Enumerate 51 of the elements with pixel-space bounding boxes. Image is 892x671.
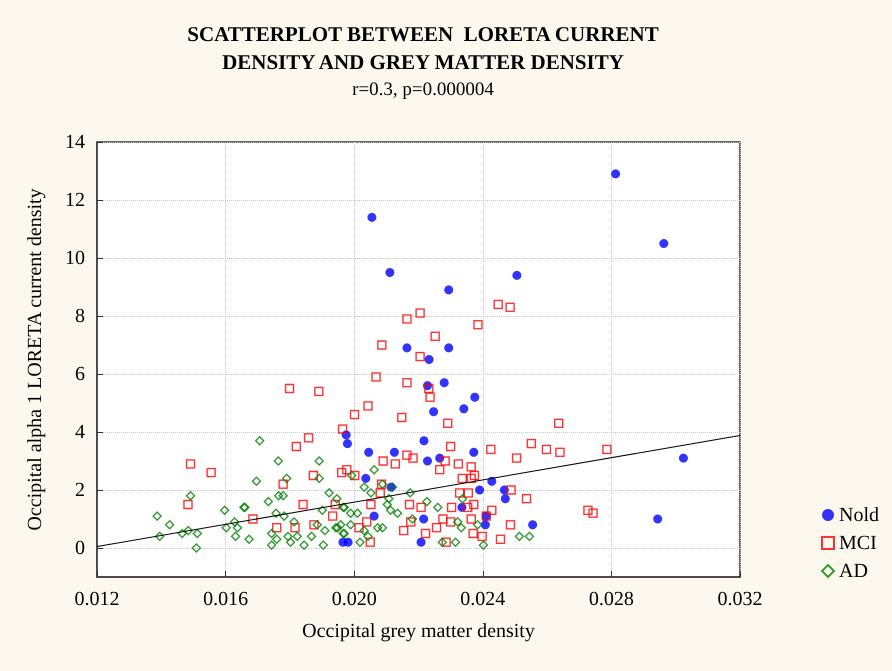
y-tick-label: 8 [75, 305, 85, 327]
point [342, 439, 352, 448]
legend-label: MCI [839, 532, 877, 554]
point [678, 454, 688, 463]
point [659, 239, 668, 248]
point [419, 436, 428, 446]
point [528, 520, 538, 530]
x-tick-label: 0.020 [332, 588, 377, 610]
point [459, 404, 468, 414]
x-axis-title: Occipital grey matter density [302, 620, 535, 642]
legend-label: AD [839, 560, 868, 582]
point [344, 538, 353, 547]
y-tick-label: 6 [75, 363, 85, 385]
x-tick-label: 0.032 [718, 588, 762, 610]
y-tick-label: 10 [65, 247, 85, 269]
point [470, 392, 480, 402]
y-axis-title: Occipital alpha 1 LORETA current density [24, 188, 46, 531]
point [444, 285, 454, 294]
point [367, 212, 376, 222]
y-tick-label: 12 [65, 189, 85, 211]
point [440, 378, 449, 388]
chart-title: SCATTERPLOT BETWEEN LORETA CURRENT DENSITY AND GREY MATTER DENSITY [187, 22, 659, 74]
point [416, 538, 426, 547]
point [611, 169, 620, 178]
y-tick-label: 14 [65, 131, 85, 153]
point [480, 520, 490, 530]
point [419, 514, 428, 524]
point [390, 448, 399, 457]
point [475, 486, 484, 494]
legend-label: Nold [839, 504, 879, 526]
point [469, 448, 478, 457]
point [364, 448, 374, 457]
x-tick-label: 0.016 [203, 588, 248, 610]
point [512, 270, 522, 280]
point [429, 407, 438, 416]
point [361, 474, 370, 483]
x-tick-label: 0.024 [460, 588, 506, 610]
point [653, 514, 662, 524]
point [402, 343, 412, 352]
y-tick-label: 2 [75, 479, 85, 501]
point [423, 456, 432, 466]
point [444, 343, 454, 352]
point [385, 268, 394, 277]
x-tick-label: 0.028 [588, 588, 634, 610]
y-tick-label: 0 [75, 537, 85, 559]
point [370, 512, 379, 521]
point [424, 355, 434, 364]
x-tick-label: 0.012 [74, 588, 120, 610]
point [500, 494, 510, 504]
chart-subtitle: r=0.3, p=0.000004 [352, 79, 494, 100]
y-tick-label: 4 [75, 421, 85, 443]
